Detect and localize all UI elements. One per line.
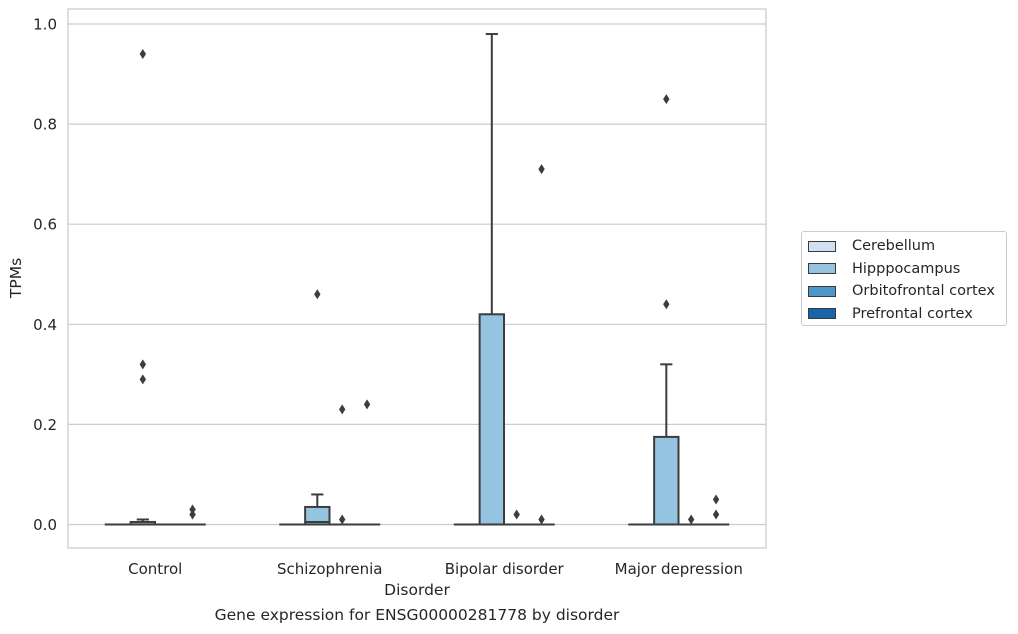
- x-tick-label: Control: [128, 560, 182, 578]
- box: [304, 505, 331, 526]
- box-group: [129, 49, 157, 526]
- x-axis-ticks: Control Schizophrenia Bipolar disorder Majo…: [128, 560, 743, 578]
- outlier-point: [363, 399, 371, 410]
- outlier-point: [139, 359, 147, 370]
- outlier-point: [139, 49, 147, 60]
- y-tick-label: 0.0: [33, 516, 57, 534]
- legend-label: Cerebellum: [852, 238, 936, 255]
- outlier-point: [663, 299, 670, 310]
- y-tick-label: 0.8: [33, 116, 57, 134]
- y-axis-label: TPMs: [7, 258, 25, 299]
- legend-swatch: [808, 285, 836, 297]
- outlier-point: [314, 289, 321, 300]
- box: [653, 435, 680, 526]
- legend-label: Orbitofrontal cortex: [852, 283, 995, 300]
- box-series: [104, 33, 730, 526]
- outlier-point: [139, 374, 147, 385]
- plot-area-frame: [67, 8, 767, 549]
- box: [478, 313, 506, 526]
- outlier-point: [189, 509, 196, 520]
- outlier-point: [538, 514, 545, 525]
- box-group: [503, 509, 530, 526]
- y-tick-label: 1.0: [33, 16, 57, 34]
- y-tick-label: 0.2: [33, 416, 57, 434]
- box-group: [304, 289, 331, 526]
- y-tick-label: 0.6: [33, 216, 57, 234]
- outlier-point: [338, 514, 346, 525]
- legend-item-cerebellum: Cerebellum: [808, 235, 1006, 258]
- legend-swatch: [808, 308, 836, 320]
- outlier-point: [687, 514, 695, 525]
- box-group: [528, 164, 555, 526]
- box-group: [702, 494, 730, 526]
- legend-swatch: [808, 263, 836, 275]
- outlier-point: [712, 494, 720, 505]
- legend-item-orbitofrontal-cortex: Orbitofrontal cortex: [808, 280, 1006, 303]
- outlier-point: [663, 94, 670, 105]
- legend-swatch: [808, 240, 836, 252]
- y-axis-ticks: 0.0 0.2 0.4 0.6 0.8 1.0: [33, 16, 57, 534]
- box-group: [677, 514, 705, 526]
- legend-item-hippocampus: Hipppocampus: [808, 258, 1006, 281]
- x-tick-label: Schizophrenia: [277, 560, 382, 578]
- legend-label: Hipppocampus: [852, 260, 961, 277]
- outlier-point: [513, 509, 520, 520]
- legend-item-prefrontal-cortex: Prefrontal cortex: [808, 303, 1006, 326]
- x-tick-label: Major depression: [615, 560, 743, 578]
- outlier-point: [338, 404, 346, 415]
- x-tick-label: Bipolar disorder: [445, 560, 565, 578]
- y-tick-label: 0.4: [33, 316, 57, 334]
- outlier-point: [189, 504, 196, 515]
- outlier-point: [712, 509, 720, 520]
- box-group: [653, 94, 680, 526]
- chart-legend: Cerebellum Hipppocampus Orbitofrontal co…: [801, 231, 1007, 326]
- box-group: [179, 504, 206, 526]
- x-axis-label: Disorder: [384, 581, 450, 599]
- box-group: [328, 404, 356, 526]
- outlier-point: [538, 164, 545, 175]
- figure-caption: Gene expression for ENSG00000281778 by d…: [214, 606, 620, 624]
- box-group: [353, 399, 381, 526]
- box-group: [478, 33, 506, 526]
- legend-label: Prefrontal cortex: [852, 305, 973, 322]
